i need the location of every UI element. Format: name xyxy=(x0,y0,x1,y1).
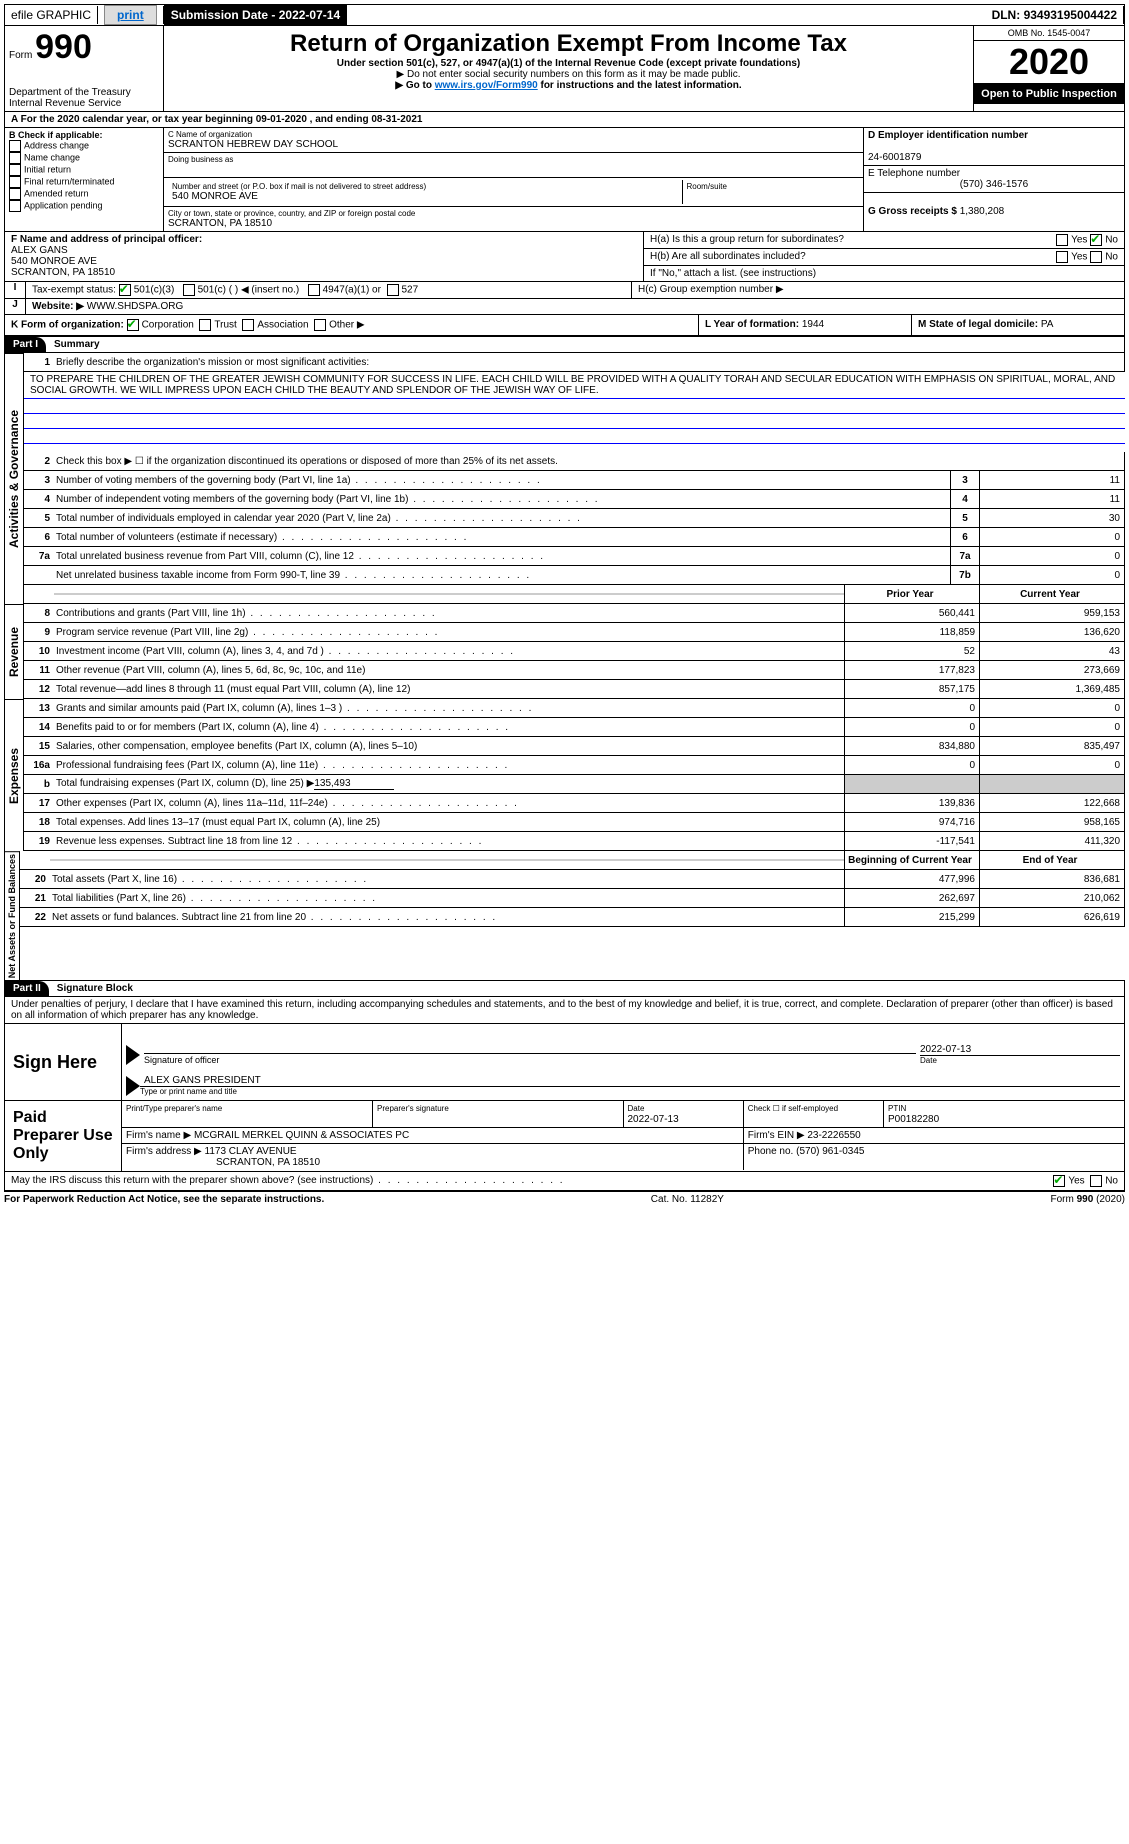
tab-expenses: Expenses xyxy=(5,699,24,851)
section-bcdeg: B Check if applicable: Address change Na… xyxy=(4,128,1125,232)
open-to-public: Open to Public Inspection xyxy=(974,84,1124,104)
box-b: B Check if applicable: Address change Na… xyxy=(5,128,164,231)
dln: DLN: 93493195004422 xyxy=(986,6,1124,24)
org-address: 540 MONROE AVE xyxy=(172,191,678,202)
subtitle-1: Under section 501(c), 527, or 4947(a)(1)… xyxy=(168,58,969,69)
discuss-row: May the IRS discuss this return with the… xyxy=(4,1172,1125,1191)
arrow-icon xyxy=(126,1076,140,1096)
org-city: SCRANTON, PA 18510 xyxy=(168,218,859,229)
website: WWW.SHDSPA.ORG xyxy=(87,301,183,312)
net-assets-section: Net Assets or Fund Balances Beginning of… xyxy=(4,851,1125,980)
tab-activities: Activities & Governance xyxy=(5,353,24,604)
mission-text: TO PREPARE THE CHILDREN OF THE GREATER J… xyxy=(24,372,1125,399)
tax-year: 2020 xyxy=(974,41,1124,84)
box-c: C Name of organization SCRANTON HEBREW D… xyxy=(164,128,863,231)
ein: 24-6001879 xyxy=(868,152,921,163)
subtitle-3: ▶ Go to www.irs.gov/Form990 for instruct… xyxy=(168,80,969,91)
officer-name: ALEX GANS xyxy=(11,245,68,256)
top-bar: efile GRAPHIC print Submission Date - 20… xyxy=(4,4,1125,26)
activities-governance: Activities & Governance 1Briefly describ… xyxy=(4,353,1125,604)
form-word: Form xyxy=(9,50,32,61)
page-footer: For Paperwork Reduction Act Notice, see … xyxy=(4,1191,1125,1205)
part-1-header: Part I Summary xyxy=(4,336,1125,353)
efile-label: efile GRAPHIC xyxy=(5,6,98,24)
irs-label: Internal Revenue Service xyxy=(9,98,159,109)
paid-preparer-section: Paid Preparer Use Only Print/Type prepar… xyxy=(4,1101,1125,1172)
tab-revenue: Revenue xyxy=(5,604,24,699)
arrow-icon xyxy=(126,1045,140,1065)
telephone: (570) 346-1576 xyxy=(868,179,1120,190)
form-title: Return of Organization Exempt From Incom… xyxy=(168,30,969,58)
tab-net-assets: Net Assets or Fund Balances xyxy=(5,851,20,980)
org-name: SCRANTON HEBREW DAY SCHOOL xyxy=(168,139,859,150)
row-a-tax-year: A For the 2020 calendar year, or tax yea… xyxy=(4,112,1125,128)
subtitle-2: ▶ Do not enter social security numbers o… xyxy=(168,69,969,80)
officer-name-title: ALEX GANS PRESIDENT xyxy=(140,1075,1120,1087)
omb-number: OMB No. 1545-0047 xyxy=(974,26,1124,41)
perjury-declaration: Under penalties of perjury, I declare th… xyxy=(4,997,1125,1024)
section-fh: F Name and address of principal officer:… xyxy=(4,232,1125,282)
gross-receipts: 1,380,208 xyxy=(960,206,1005,217)
expenses-section: Expenses 13Grants and similar amounts pa… xyxy=(4,699,1125,851)
form-number: 990 xyxy=(35,28,92,66)
print-button[interactable]: print xyxy=(104,5,157,25)
box-deg: D Employer identification number 24-6001… xyxy=(863,128,1124,231)
part-2-header: Part II Signature Block xyxy=(4,980,1125,997)
dept-treasury: Department of the Treasury xyxy=(9,87,159,98)
sign-here-section: Sign Here Signature of officer 2022-07-1… xyxy=(4,1024,1125,1101)
firm-name: MCGRAIL MERKEL QUINN & ASSOCIATES PC xyxy=(194,1130,409,1141)
irs-link[interactable]: www.irs.gov/Form990 xyxy=(435,80,538,91)
form-header: Form 990 Department of the Treasury Inte… xyxy=(4,26,1125,112)
submission-date: Submission Date - 2022-07-14 xyxy=(164,5,347,25)
revenue-section: Revenue 8Contributions and grants (Part … xyxy=(4,604,1125,699)
